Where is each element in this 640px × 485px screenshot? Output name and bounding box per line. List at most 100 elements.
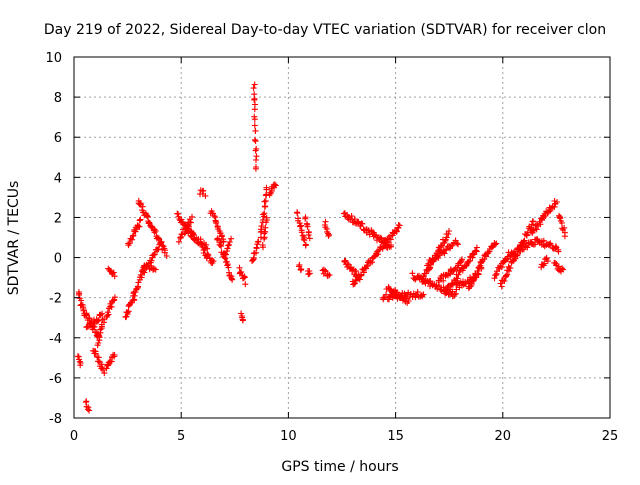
data-point: [352, 276, 359, 283]
data-point: [493, 240, 500, 247]
data-point: [211, 213, 218, 220]
data-point: [446, 286, 453, 293]
data-point: [101, 370, 108, 377]
data-point: [476, 264, 483, 271]
data-point: [470, 251, 477, 258]
data-point: [148, 223, 155, 230]
data-point: [473, 247, 480, 254]
y-tick-label: -8: [49, 412, 62, 427]
data-point: [561, 233, 568, 240]
data-point: [262, 203, 269, 210]
data-point: [80, 307, 87, 314]
data-point: [189, 213, 195, 220]
data-point: [203, 241, 209, 248]
data-point: [226, 239, 233, 245]
data-point: [388, 243, 394, 250]
data-point: [443, 247, 450, 254]
y-tick-label: 4: [54, 171, 62, 186]
data-point: [151, 229, 158, 236]
data-point: [251, 96, 258, 103]
data-point: [301, 237, 308, 244]
data-point: [213, 220, 220, 227]
data-point: [452, 290, 459, 297]
axes: 0 5 10 15 20 25 -8 -6 -4 -2 0 2 4 6 8 10: [45, 51, 618, 444]
data-point: [197, 236, 204, 243]
data-point: [95, 340, 102, 346]
data-point: [100, 366, 106, 373]
data-point: [136, 217, 143, 224]
data-point: [139, 203, 146, 210]
data-point: [382, 242, 389, 249]
data-point: [97, 311, 104, 318]
data-point: [259, 242, 266, 248]
data-point: [453, 240, 460, 247]
data-point: [470, 277, 477, 284]
data-point: [77, 362, 84, 369]
data-point: [452, 237, 459, 244]
data-point: [82, 399, 89, 406]
data-point: [224, 261, 231, 268]
data-point: [251, 136, 258, 143]
data-point: [134, 283, 141, 290]
data-point: [380, 294, 387, 301]
y-tick-label: 2: [54, 211, 62, 226]
data-point: [483, 253, 490, 260]
data-point: [202, 192, 209, 199]
data-point: [242, 281, 249, 288]
data-point: [347, 264, 354, 271]
data-point: [409, 270, 416, 277]
y-tick-label: 8: [54, 91, 62, 106]
data-point: [296, 261, 303, 268]
data-point: [204, 251, 211, 258]
data-point: [491, 275, 498, 282]
y-tick-label: 0: [54, 252, 62, 267]
data-point: [459, 256, 465, 263]
data-point: [239, 317, 246, 324]
data-point: [473, 244, 480, 251]
data-point: [99, 310, 106, 317]
data-point: [305, 229, 312, 236]
chart-title: Day 219 of 2022, Sidereal Day-to-day VTE…: [44, 22, 606, 38]
x-tick-label: 25: [602, 429, 619, 444]
data-point: [414, 288, 421, 295]
data-point: [500, 277, 507, 284]
data-point: [443, 234, 450, 241]
data-point: [132, 289, 139, 296]
data-point: [148, 257, 155, 264]
data-point: [552, 243, 559, 250]
data-point: [238, 268, 245, 275]
data-point: [252, 127, 259, 134]
data-point: [441, 250, 448, 257]
grid-lines: [74, 57, 610, 418]
data-point: [555, 263, 562, 270]
data-point: [92, 350, 99, 357]
data-point: [155, 235, 162, 242]
data-point: [262, 197, 269, 204]
data-point: [181, 230, 188, 237]
data-point: [261, 210, 268, 217]
data-point: [163, 253, 170, 259]
data-point: [440, 277, 447, 284]
data-point: [554, 199, 560, 205]
data-point: [392, 292, 399, 299]
data-point: [226, 241, 232, 248]
data-point: [149, 254, 156, 261]
data-point: [251, 81, 258, 88]
x-tick-label: 20: [495, 429, 512, 444]
data-point: [306, 270, 313, 277]
data-point: [543, 254, 550, 261]
data-point: [143, 212, 150, 219]
data-point: [555, 248, 562, 255]
data-point: [463, 263, 470, 269]
data-point: [559, 265, 565, 272]
data-point: [498, 283, 505, 290]
data-point: [420, 291, 427, 298]
data-point: [459, 264, 466, 271]
data-point: [393, 228, 400, 235]
data-point: [161, 247, 168, 254]
data-point: [111, 294, 118, 301]
data-point: [152, 266, 159, 273]
data-point: [75, 292, 82, 298]
data-point: [251, 122, 258, 129]
